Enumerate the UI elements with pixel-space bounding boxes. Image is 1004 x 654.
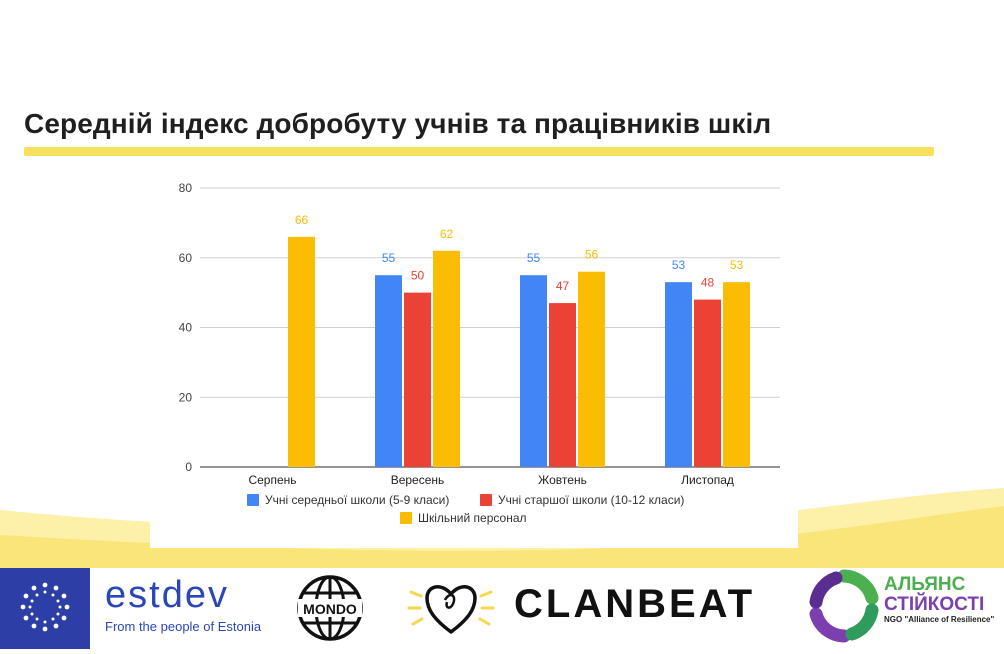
bar bbox=[404, 292, 431, 467]
legend-swatch bbox=[247, 494, 259, 506]
legend-label: Учні старшої школи (10-12 класи) bbox=[498, 493, 684, 507]
legend-label: Шкільний персонал bbox=[418, 511, 527, 525]
data-label: 53 bbox=[672, 258, 686, 272]
legend-label: Учні середньої школи (5-9 класи) bbox=[265, 493, 449, 507]
data-label: 50 bbox=[411, 269, 425, 283]
background-wave bbox=[0, 488, 1004, 570]
page-title: Середній індекс добробуту учнів та праці… bbox=[24, 108, 772, 139]
data-label: 55 bbox=[527, 251, 541, 265]
estdev-logo-text: estdev bbox=[105, 574, 229, 616]
bar bbox=[694, 299, 721, 467]
data-label: 48 bbox=[701, 276, 715, 290]
x-tick-label: Жовтень bbox=[538, 473, 587, 487]
y-tick-label: 0 bbox=[185, 460, 192, 474]
alliance-resilience-icon bbox=[809, 569, 879, 643]
heart-logo-icon bbox=[407, 585, 495, 634]
clanbeat-logo-text: CLANBEAT bbox=[514, 582, 756, 626]
bar bbox=[375, 275, 402, 467]
bar-chart: 0 20 40 60 80 66 Серпень 55 50 62 Вересень 55 47 56 Жо… bbox=[179, 181, 780, 525]
eu-flag-icon bbox=[0, 568, 90, 649]
alliance-name-line2: СТІЙКОСТІ bbox=[884, 594, 985, 615]
bar bbox=[578, 271, 605, 467]
data-label: 56 bbox=[585, 248, 599, 262]
y-tick-label: 40 bbox=[179, 321, 193, 335]
bar bbox=[433, 250, 460, 467]
data-label: 62 bbox=[440, 227, 454, 241]
bar bbox=[288, 236, 315, 467]
y-tick-label: 80 bbox=[179, 181, 193, 195]
y-tick-label: 60 bbox=[179, 251, 193, 265]
bar bbox=[665, 282, 692, 467]
alliance-name-line1: АЛЬЯНС bbox=[884, 574, 966, 595]
estdev-tagline: From the people of Estonia bbox=[105, 619, 262, 634]
bar bbox=[520, 275, 547, 467]
legend-swatch bbox=[400, 512, 412, 524]
alliance-logo-text: АЛЬЯНС СТІЙКОСТІ bbox=[884, 575, 984, 615]
x-tick-label: Листопад bbox=[681, 473, 734, 487]
alliance-tagline: NGO "Alliance of Resilience" bbox=[884, 615, 995, 624]
partner-logo-bar: estdev From the people of Estonia MONDO … bbox=[0, 568, 1004, 649]
data-label: 53 bbox=[730, 258, 744, 272]
title-underline bbox=[24, 147, 934, 156]
legend-swatch bbox=[480, 494, 492, 506]
x-tick-label: Серпень bbox=[248, 473, 296, 487]
y-tick-label: 20 bbox=[179, 390, 193, 404]
data-label: 55 bbox=[382, 251, 396, 265]
data-label: 66 bbox=[295, 213, 309, 227]
bar bbox=[549, 303, 576, 467]
mondo-logo-text: MONDO bbox=[303, 601, 357, 617]
data-label: 47 bbox=[556, 279, 570, 293]
x-tick-label: Вересень bbox=[391, 473, 445, 487]
mondo-globe-icon: MONDO bbox=[297, 575, 363, 641]
bar bbox=[723, 282, 750, 467]
